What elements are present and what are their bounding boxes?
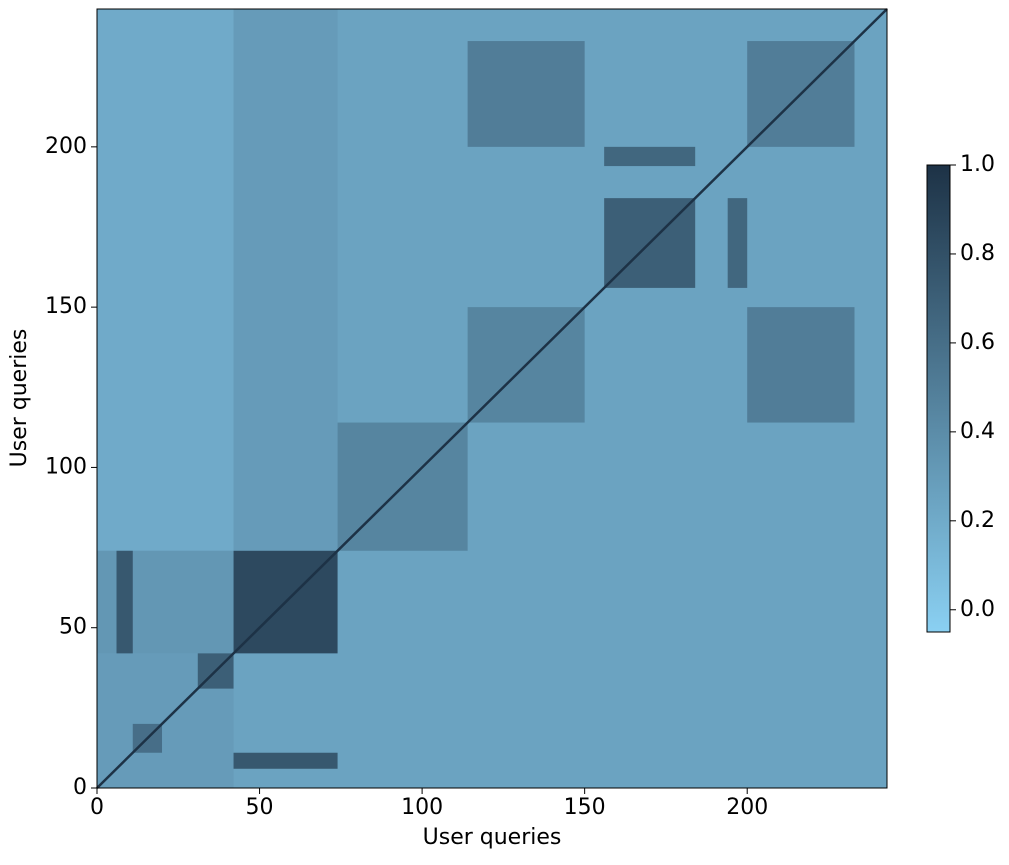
x-tick-label: 150 <box>564 795 606 820</box>
heatmap-cell-block <box>604 146 696 167</box>
x-tick-label: 0 <box>90 795 104 820</box>
x-tick-label: 50 <box>246 795 274 820</box>
y-tick-label: 150 <box>45 294 87 319</box>
colorbar-tick-label: 0.8 <box>960 241 995 266</box>
colorbar <box>926 164 951 633</box>
diagonal <box>96 8 888 789</box>
heatmap-cell-block <box>97 9 234 551</box>
colorbar-tick-label: 0.6 <box>960 330 995 355</box>
x-tick-label: 200 <box>726 795 768 820</box>
heatmap-cell-block <box>116 550 133 654</box>
colorbar-tick-label: 0.2 <box>960 508 995 533</box>
y-tick-label: 0 <box>73 775 87 800</box>
heatmap-cell-block <box>727 198 748 288</box>
heatmap-cell-block <box>467 41 585 147</box>
heatmap-cell-block <box>747 307 855 423</box>
x-axis-label: User queries <box>423 825 562 850</box>
y-axis-label: User queries <box>7 329 32 468</box>
colorbar-tick-label: 1.0 <box>960 152 995 177</box>
y-tick-label: 200 <box>45 134 87 159</box>
heatmap-cell-block <box>233 9 338 551</box>
x-tick-label: 100 <box>401 795 443 820</box>
y-tick-label: 100 <box>45 454 87 479</box>
y-tick-label: 50 <box>59 615 87 640</box>
heatmap-cell-block <box>233 752 338 769</box>
colorbar-tick-label: 0.4 <box>960 419 995 444</box>
plot-frame <box>96 8 888 789</box>
colorbar-tick-label: 0.0 <box>960 597 995 622</box>
